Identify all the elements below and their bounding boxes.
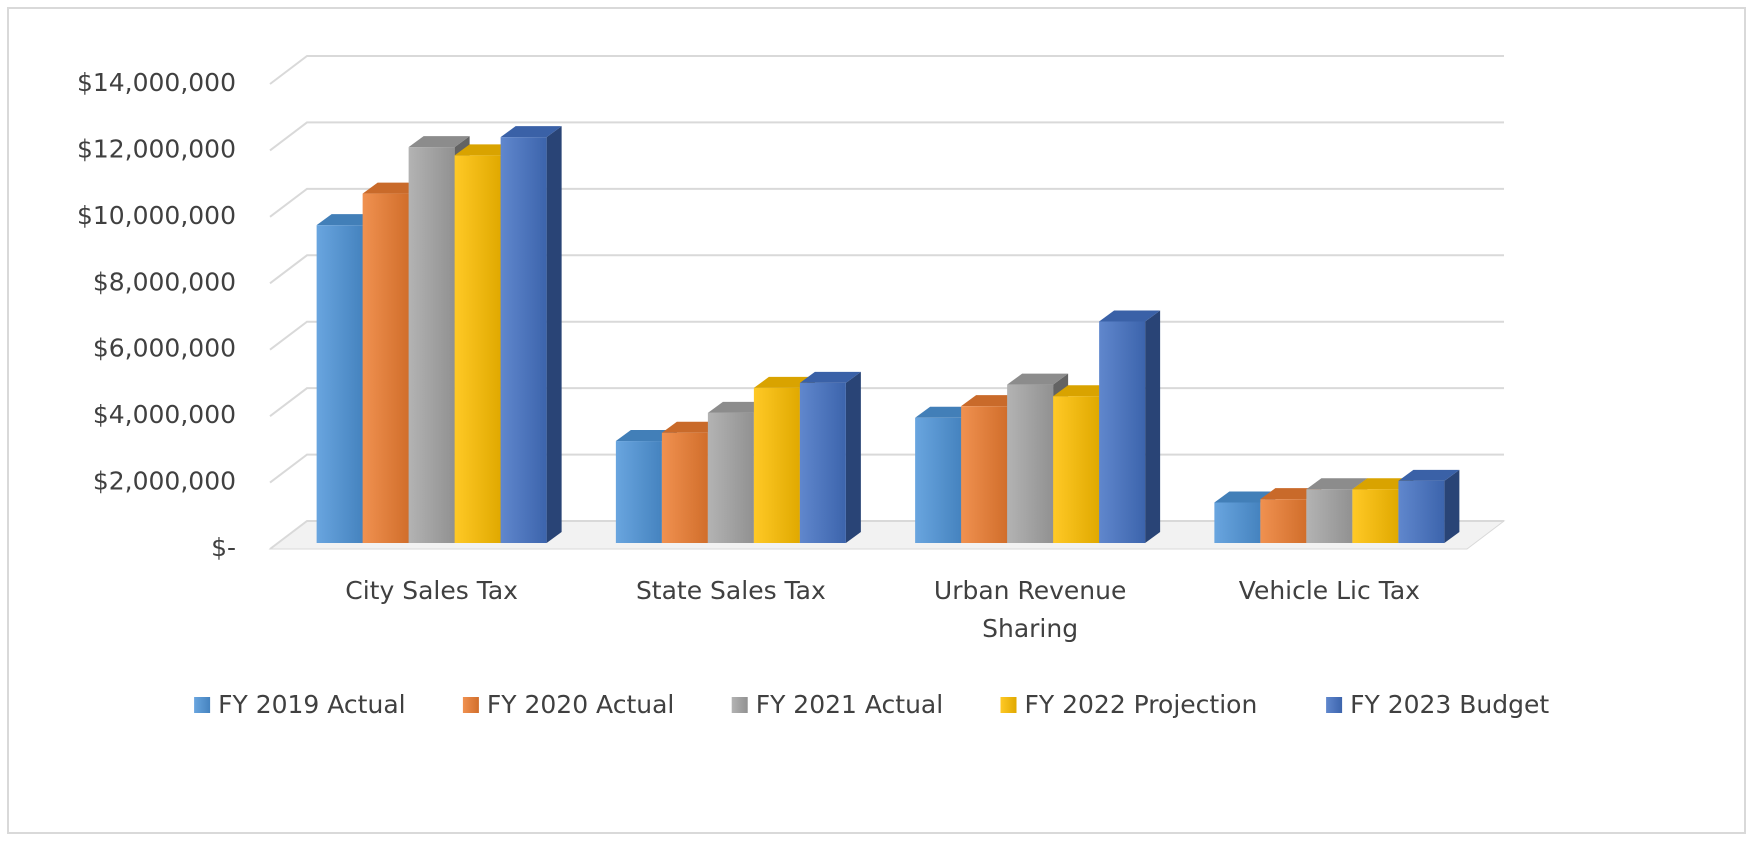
bar xyxy=(799,371,861,543)
y-tick-label: $4,000,000 xyxy=(93,400,236,429)
legend-swatch xyxy=(462,697,479,713)
grid-line xyxy=(269,55,1504,85)
legend-label: FY 2021 Actual xyxy=(756,690,944,719)
legend-label: FY 2023 Budget xyxy=(1350,690,1549,719)
grid-line xyxy=(269,254,1504,285)
chart-border xyxy=(7,7,1746,834)
x-tick-label: State Sales Tax xyxy=(635,576,826,605)
x-tick-label: Vehicle Lic Tax xyxy=(1238,576,1420,605)
y-tick-label: $12,000,000 xyxy=(77,134,236,163)
legend-label: FY 2019 Actual xyxy=(218,690,406,719)
y-tick-label: $8,000,000 xyxy=(93,267,236,296)
y-tick-label: $14,000,000 xyxy=(77,68,236,97)
y-tick-label: $6,000,000 xyxy=(93,334,236,363)
legend-label: FY 2022 Projection xyxy=(1025,690,1258,719)
y-tick-label: $10,000,000 xyxy=(77,201,236,230)
bar xyxy=(500,126,562,544)
bar xyxy=(1398,469,1460,543)
legend-swatch xyxy=(1326,697,1343,713)
legend-label: FY 2020 Actual xyxy=(487,690,675,719)
grid-line xyxy=(269,121,1504,152)
grid-line xyxy=(269,187,1504,218)
y-tick-label: $- xyxy=(211,533,236,562)
legend-swatch xyxy=(731,697,748,713)
legend-swatch xyxy=(1000,697,1017,713)
y-tick-label: $2,000,000 xyxy=(93,467,236,496)
x-tick-label: Urban Revenue Sharing xyxy=(933,576,1127,643)
legend-swatch xyxy=(194,697,211,713)
x-tick-label: City Sales Tax xyxy=(345,576,518,605)
bar xyxy=(1099,310,1161,543)
